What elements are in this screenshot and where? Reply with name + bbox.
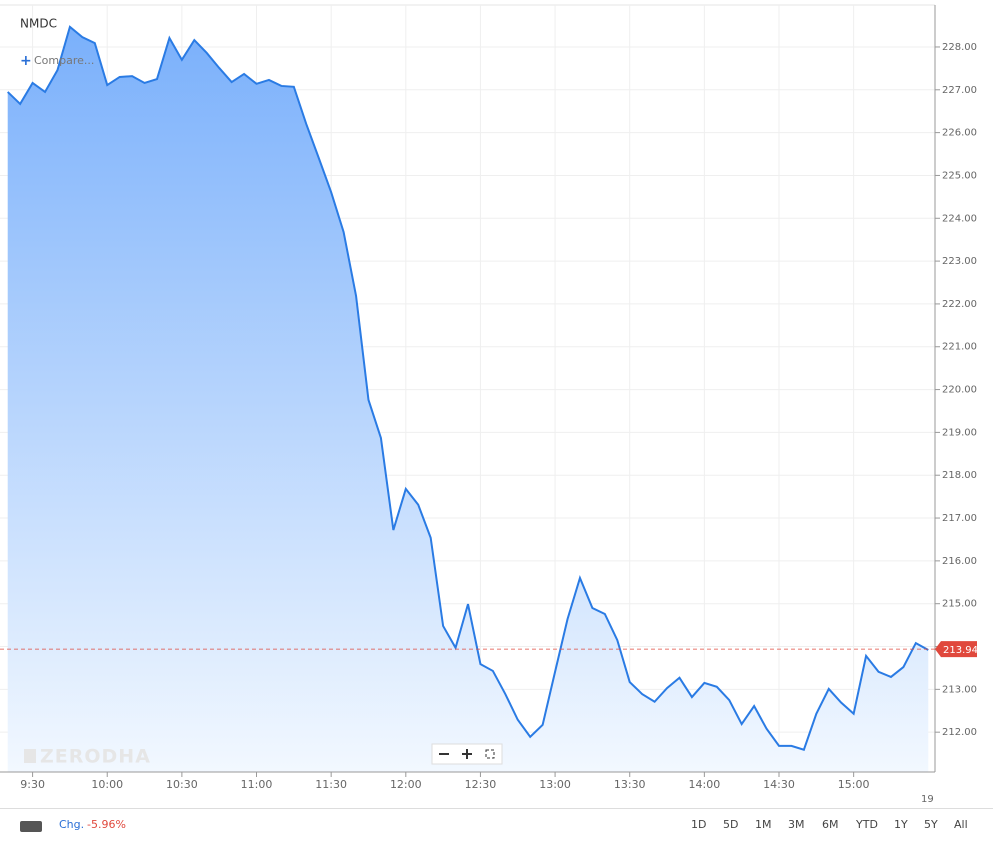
x-tick-label: 11:00	[241, 778, 273, 791]
watermark: ZERODHA	[40, 746, 151, 768]
y-tick-label: 218.00	[942, 470, 977, 481]
y-tick-label: 228.00	[942, 42, 977, 53]
y-tick-label: 227.00	[942, 85, 977, 96]
range-button[interactable]: 1Y	[894, 818, 908, 831]
x-tick-label: 12:30	[465, 778, 497, 791]
y-tick-label: 212.00	[942, 727, 977, 738]
range-button[interactable]: 3M	[788, 818, 805, 831]
x-tick-label: 10:30	[166, 778, 198, 791]
y-tick-label: 221.00	[942, 342, 977, 353]
y-tick-label: 223.00	[942, 256, 977, 267]
fullscreen[interactable]	[485, 749, 495, 759]
keyboard-icon[interactable]	[20, 821, 42, 832]
x-tick-label: 10:00	[91, 778, 123, 791]
price-line	[7, 25, 929, 751]
x-tick-label: 11:30	[315, 778, 347, 791]
last-price-label: 213.94	[943, 645, 978, 656]
x-tick-label: 14:30	[763, 778, 795, 791]
zoom-controls	[431, 743, 503, 765]
y-tick-label: 215.00	[942, 599, 977, 610]
y-tick-label: 216.00	[942, 556, 977, 567]
y-tick-label: 220.00	[942, 385, 977, 396]
range-button[interactable]: 5Y	[924, 818, 938, 831]
date-stub: 19	[921, 794, 934, 805]
last-price-tag	[935, 641, 977, 658]
chart: NMDC + Compare... ZERODHA 19 212.00 213.0…	[0, 4, 978, 805]
range-button[interactable]: 5D	[723, 818, 739, 831]
range-button[interactable]: All	[954, 818, 968, 831]
toolbar-border	[0, 808, 993, 809]
symbol: NMDC	[20, 17, 57, 31]
y-tick-label: 222.00	[942, 299, 977, 310]
range-button[interactable]: YTD	[856, 818, 878, 831]
x-tick-label: 14:00	[689, 778, 721, 791]
change-label: Chg.	[59, 818, 85, 831]
y-tick-label: 219.00	[942, 427, 977, 438]
x-tick-label: 13:00	[539, 778, 571, 791]
y-tick-label: 217.00	[942, 513, 977, 524]
compare[interactable]: Compare...	[34, 54, 94, 67]
x-tick-label: 15:00	[838, 778, 870, 791]
watermark-logo	[24, 749, 36, 763]
x-tick-label: 12:00	[390, 778, 422, 791]
change-value: -5.96%	[87, 818, 126, 831]
x-tick-label: 9:30	[20, 778, 45, 791]
y-tick-label: 225.00	[942, 170, 977, 181]
range-button[interactable]: 1M	[755, 818, 772, 831]
range-button[interactable]: 6M	[822, 818, 839, 831]
y-tick-label: 213.00	[942, 684, 977, 695]
x-tick-label: 13:30	[614, 778, 646, 791]
y-tick-label: 224.00	[942, 213, 977, 224]
area	[7, 26, 929, 772]
compare-plus[interactable]: +	[20, 53, 32, 69]
y-tick-label: 226.00	[942, 128, 977, 139]
range-button[interactable]: 1D	[691, 818, 707, 831]
